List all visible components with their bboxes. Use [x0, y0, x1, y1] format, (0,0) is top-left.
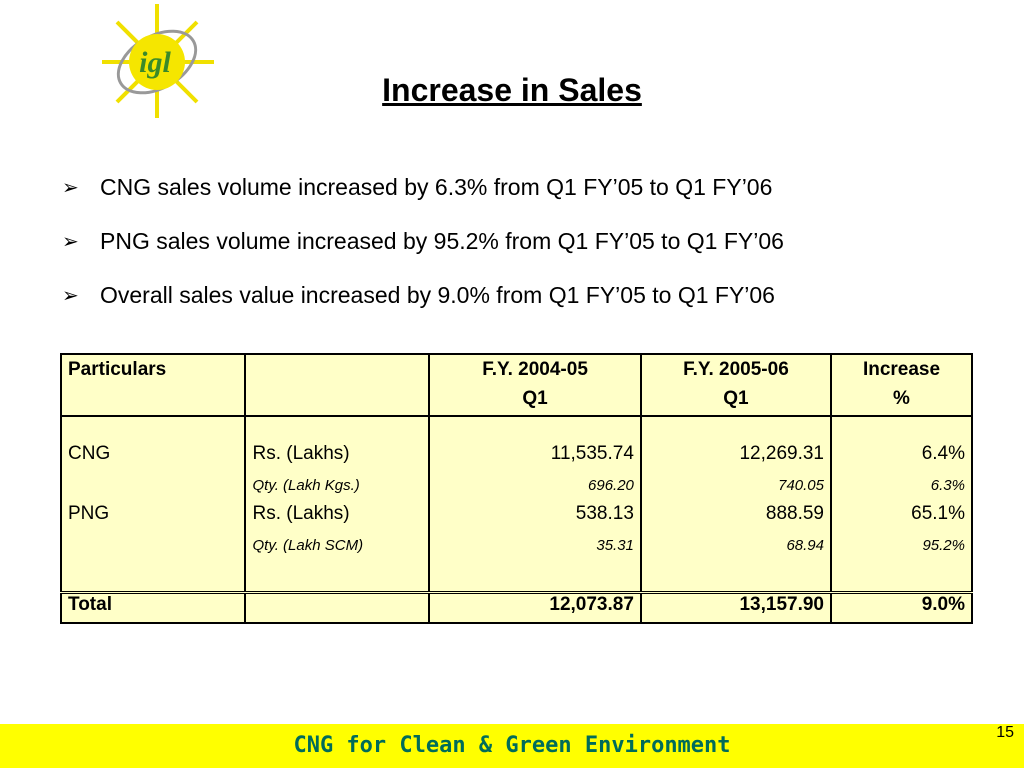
bullet-list: ➢ CNG sales volume increased by 6.3% from…: [62, 160, 784, 322]
header-fy1: F.Y. 2004-05 Q1: [428, 354, 642, 417]
row-unit: Rs. (Lakhs): [244, 443, 431, 477]
bullet-text: CNG sales volume increased by 6.3% from …: [100, 173, 773, 200]
row-inc: 6.4%: [830, 443, 973, 477]
row-fy2: 12,269.31: [639, 443, 833, 477]
arrow-bullet-icon: ➢: [62, 176, 79, 199]
total-fy1: 12,073.87: [428, 591, 642, 623]
bullet-item: ➢ Overall sales value increased by 9.0% f…: [62, 268, 784, 322]
table-row: CNG Rs. (Lakhs) 11,535.74 12,269.31 6.4%: [59, 443, 973, 477]
bullet-item: ➢ CNG sales volume increased by 6.3% from…: [62, 160, 784, 214]
subrow-fy2: 68.94: [639, 537, 833, 563]
subrow-inc: 95.2%: [830, 537, 973, 563]
row-inc: 65.1%: [830, 503, 973, 537]
logo-text: igl: [139, 46, 171, 79]
slide-title: Increase in Sales: [382, 72, 642, 108]
row-name: PNG: [59, 503, 247, 537]
row-fy2: 888.59: [639, 503, 833, 537]
bullet-text: PNG sales volume increased by 95.2% from…: [100, 227, 784, 254]
arrow-bullet-icon: ➢: [62, 230, 79, 253]
row-fy1: 11,535.74: [428, 443, 642, 477]
row-name: CNG: [59, 443, 247, 477]
subrow-fy1: 696.20: [428, 477, 642, 503]
row-fy1: 538.13: [428, 503, 642, 537]
header-increase: Increase%: [830, 354, 973, 417]
row-unit: Rs. (Lakhs): [244, 503, 431, 537]
footer-tagline: CNG for Clean & Green Environment: [293, 733, 731, 758]
header-fy2: F.Y. 2005-06 Q1: [639, 354, 833, 417]
footer-bar: CNG for Clean & Green Environment 15: [0, 724, 1024, 768]
subrow-fy1: 35.31: [428, 537, 642, 563]
spacer-row: [59, 563, 973, 593]
header-particulars: Particulars: [59, 354, 247, 417]
bullet-item: ➢ PNG sales volume increased by 95.2% fro…: [62, 214, 784, 268]
subrow-unit: Qty. (Lakh SCM): [244, 537, 431, 563]
arrow-bullet-icon: ➢: [62, 284, 79, 307]
table-subrow: Qty. (Lakh Kgs.) 696.20 740.05 6.3%: [59, 477, 973, 503]
table-header-row: Particulars F.Y. 2004-05 Q1 F.Y. 2005-06 Q…: [59, 354, 973, 417]
table-row: PNG Rs. (Lakhs) 538.13 888.59 65.1%: [59, 503, 973, 537]
sales-table: Particulars F.Y. 2004-05 Q1 F.Y. 2005-06 Q…: [59, 353, 973, 624]
sun-logo-icon: igl: [102, 4, 214, 118]
subrow-unit: Qty. (Lakh Kgs.): [244, 477, 431, 503]
bullet-text: Overall sales value increased by 9.0% fr…: [100, 281, 775, 308]
page-number: 15: [996, 724, 1014, 741]
total-row: Total 12,073.87 13,157.90 9.0%: [59, 591, 973, 623]
total-fy2: 13,157.90: [639, 591, 833, 623]
total-label: Total: [59, 591, 247, 623]
subrow-fy2: 740.05: [639, 477, 833, 503]
igl-logo: igl: [92, 0, 222, 125]
header-unit: [244, 354, 431, 417]
table-subrow: Qty. (Lakh SCM) 35.31 68.94 95.2%: [59, 537, 973, 563]
subrow-inc: 6.3%: [830, 477, 973, 503]
total-inc: 9.0%: [830, 591, 973, 623]
spacer-row: [59, 416, 973, 443]
